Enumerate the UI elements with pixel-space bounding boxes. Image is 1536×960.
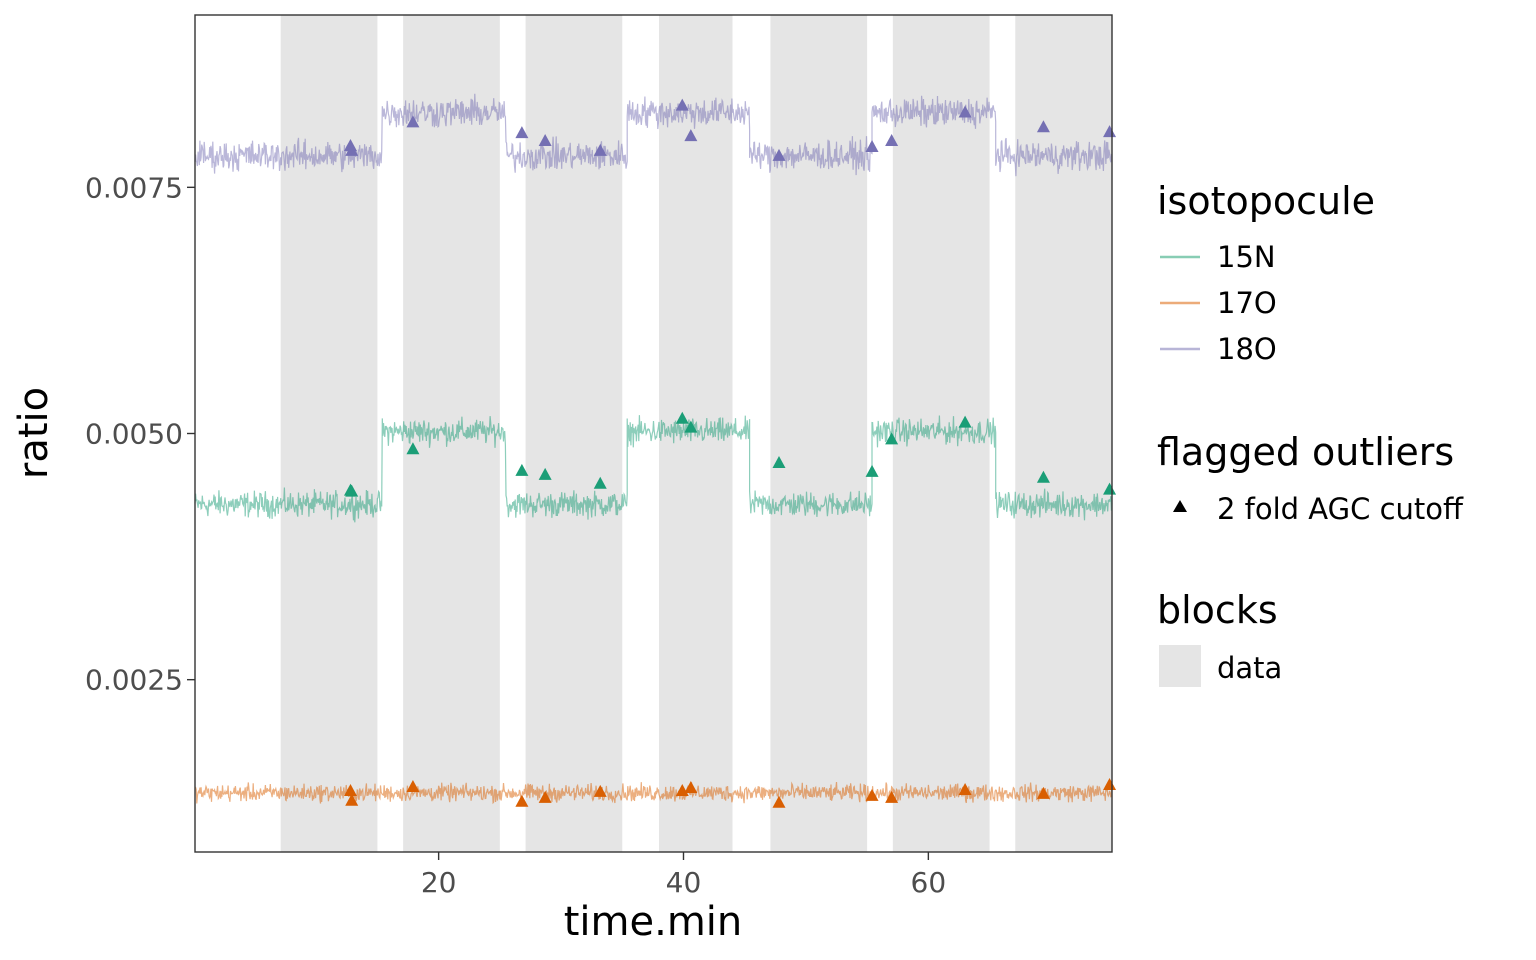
outlier-marker-15n-7	[675, 411, 689, 424]
outlier-marker-17o-11	[885, 790, 899, 803]
outlier-marker-17o-2	[345, 793, 359, 806]
outlier-marker-18o-10	[865, 139, 879, 152]
legend-title-blocks: blocks	[1157, 588, 1278, 632]
legend-label-15n: 15N	[1217, 240, 1276, 274]
outlier-marker-15n-3	[406, 442, 420, 455]
y-axis-title: ratio	[11, 387, 57, 479]
data-block-7	[1015, 15, 1112, 852]
y-tick-label-3: 0.0075	[85, 171, 183, 204]
outlier-marker-17o-1	[343, 783, 357, 796]
outlier-marker-15n-8	[684, 420, 698, 433]
legend-label-18o: 18O	[1217, 332, 1277, 366]
legend-label-outliers: 2 fold AGC cutoff	[1217, 492, 1464, 526]
outlier-marker-15n-14	[1103, 482, 1117, 495]
outlier-marker-18o-13	[1036, 120, 1050, 133]
outlier-marker-15n-5	[538, 467, 552, 480]
y-tick-label-1: 0.0025	[85, 664, 183, 697]
x-tick-label-2: 40	[666, 866, 702, 899]
outlier-marker-18o-7	[675, 98, 689, 111]
legend-label-blocks: data	[1217, 651, 1282, 685]
outlier-marker-15n-10	[865, 464, 879, 477]
outlier-marker-17o-12	[958, 782, 972, 795]
legend: isotopocule 15N 17O 18O flagged outliers…	[1157, 179, 1464, 687]
outlier-marker-18o-2	[345, 143, 359, 156]
outlier-marker-15n-9	[772, 456, 786, 469]
outlier-marker-15n-2	[345, 484, 359, 497]
outlier-marker-15n-12	[958, 415, 972, 428]
data-blocks	[280, 15, 1112, 852]
legend-label-17o: 17O	[1217, 286, 1277, 320]
legend-key-triangle-icon	[1173, 500, 1187, 512]
legend-key-blocks	[1159, 645, 1201, 687]
outlier-marker-17o-6	[593, 784, 607, 797]
outlier-marker-18o-4	[515, 126, 529, 139]
outlier-marker-17o-10	[865, 788, 879, 801]
outlier-marker-15n-6	[593, 476, 607, 489]
outlier-marker-17o-13	[1036, 786, 1050, 799]
data-block-1	[280, 15, 378, 852]
outlier-markers	[343, 98, 1117, 808]
outlier-marker-15n-4	[515, 463, 529, 476]
data-block-3	[525, 15, 623, 852]
outlier-marker-15n-13	[1036, 470, 1050, 483]
outlier-marker-17o-4	[515, 794, 529, 807]
outlier-marker-18o-6	[593, 143, 607, 156]
y-tick-label-2: 0.0050	[85, 418, 183, 451]
outlier-marker-18o-8	[684, 129, 698, 142]
outlier-marker-18o-3	[406, 115, 420, 128]
outlier-marker-17o-9	[772, 795, 786, 808]
outlier-marker-17o-14	[1103, 778, 1117, 791]
legend-title-outliers: flagged outliers	[1157, 430, 1454, 474]
outlier-marker-17o-8	[684, 780, 698, 793]
outlier-marker-18o-5	[538, 134, 552, 147]
outlier-marker-18o-11	[885, 134, 899, 147]
legend-title-isotopocule: isotopocule	[1157, 179, 1375, 223]
outlier-marker-15n-11	[885, 432, 899, 445]
outlier-marker-17o-3	[406, 780, 420, 793]
series-line-15n	[194, 415, 1113, 523]
x-tick-label-1: 20	[421, 866, 457, 899]
outlier-marker-18o-12	[958, 105, 972, 118]
axes: 20 40 60 0.0025 0.0050 0.0075	[85, 171, 946, 899]
outlier-marker-17o-5	[538, 790, 552, 803]
x-axis-title: time.min	[564, 899, 743, 945]
x-tick-label-3: 60	[911, 866, 947, 899]
outlier-marker-18o-14	[1103, 125, 1117, 138]
outlier-marker-18o-9	[772, 148, 786, 161]
